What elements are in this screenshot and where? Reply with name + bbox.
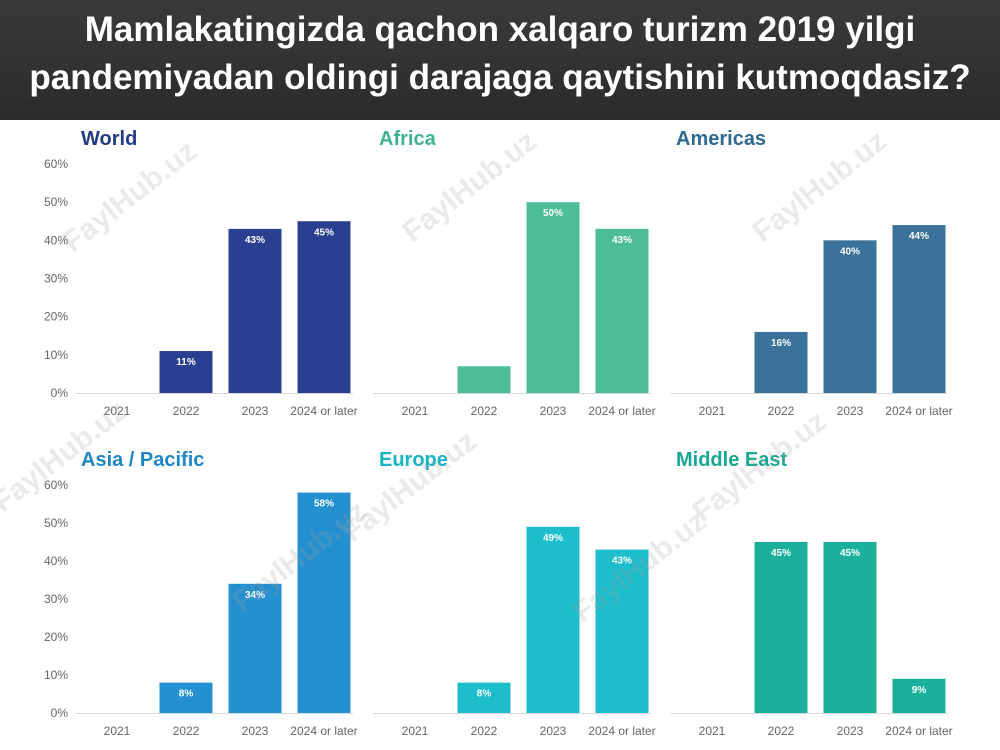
bar-data-label: 8% [179,689,194,700]
bar-data-label: 9% [912,685,927,696]
x-tick-label: 2021 [104,404,131,418]
bar-data-label: 40% [840,246,860,257]
bar [457,682,511,713]
y-tick-label: 60% [44,157,68,171]
chart-title: Europe [379,449,448,471]
x-tick-label: 2023 [837,404,864,418]
x-tick-label: 2021 [699,724,726,738]
bar [823,542,877,713]
chart-title: World [81,128,137,150]
x-tick-label: 2024 or later [885,404,952,418]
bar-data-label: 45% [840,548,860,559]
bar-data-label: 49% [543,533,563,544]
bar [457,366,511,393]
x-tick-label: 2022 [173,404,200,418]
chart-title: Asia / Pacific [81,449,204,471]
x-tick-label: 2023 [540,724,567,738]
bar [595,228,649,393]
y-tick-label: 30% [44,272,68,286]
bar-data-label: 50% [543,208,563,219]
y-tick-label: 40% [44,554,68,568]
bar [526,526,580,713]
chart-title: Africa [379,128,437,150]
bar [228,228,282,393]
x-tick-label: 2023 [242,724,269,738]
x-tick-label: 2022 [768,724,795,738]
bar [297,221,351,393]
bar-data-label: 43% [612,235,632,246]
x-tick-label: 2022 [173,724,200,738]
bar-data-label: 45% [771,548,791,559]
bar [159,351,213,393]
x-tick-label: 2024 or later [290,724,357,738]
y-tick-label: 40% [44,233,68,247]
x-tick-label: 2023 [540,404,567,418]
y-tick-label: 50% [44,195,68,209]
bar-data-label: 45% [314,227,334,238]
y-tick-label: 10% [44,668,68,682]
bar [823,240,877,393]
y-tick-label: 0% [51,386,69,400]
bar-data-label: 58% [314,499,334,510]
bar [159,682,213,713]
x-tick-label: 2021 [104,724,131,738]
bar-data-label: 43% [612,556,632,567]
chart-title: Americas [676,128,766,150]
y-tick-label: 20% [44,630,68,644]
bar [754,331,808,393]
y-tick-label: 50% [44,516,68,530]
x-tick-label: 2022 [768,404,795,418]
bar [228,583,282,713]
x-tick-label: 2022 [471,404,498,418]
x-tick-label: 2022 [471,724,498,738]
chart-title: Middle East [676,449,787,471]
bar [526,202,580,393]
bar-data-label: 11% [176,357,196,368]
x-tick-label: 2024 or later [290,404,357,418]
y-tick-label: 20% [44,310,68,324]
y-tick-label: 10% [44,348,68,362]
bar [754,542,808,713]
x-tick-label: 2023 [242,404,269,418]
bar-data-label: 16% [771,338,791,349]
x-tick-label: 2021 [699,404,726,418]
bar-data-label: 34% [245,590,265,601]
bar [892,225,946,393]
bar-data-label: 8% [477,689,492,700]
bar [595,549,649,713]
x-tick-label: 2021 [402,404,429,418]
page-title: Mamlakatingizda qachon xalqaro turizm 20… [29,10,971,97]
y-tick-label: 0% [51,706,69,720]
header-banner: Mamlakatingizda qachon xalqaro turizm 20… [0,0,1000,120]
bar-data-label: 44% [909,231,929,242]
y-tick-label: 30% [44,592,68,606]
x-tick-label: 2024 or later [588,724,655,738]
bar [892,678,946,713]
x-tick-label: 2024 or later [588,404,655,418]
y-tick-label: 60% [44,478,68,492]
x-tick-label: 2023 [837,724,864,738]
x-tick-label: 2021 [402,724,429,738]
bar-data-label: 43% [245,235,265,246]
bar [297,492,351,713]
x-tick-label: 2024 or later [885,724,952,738]
